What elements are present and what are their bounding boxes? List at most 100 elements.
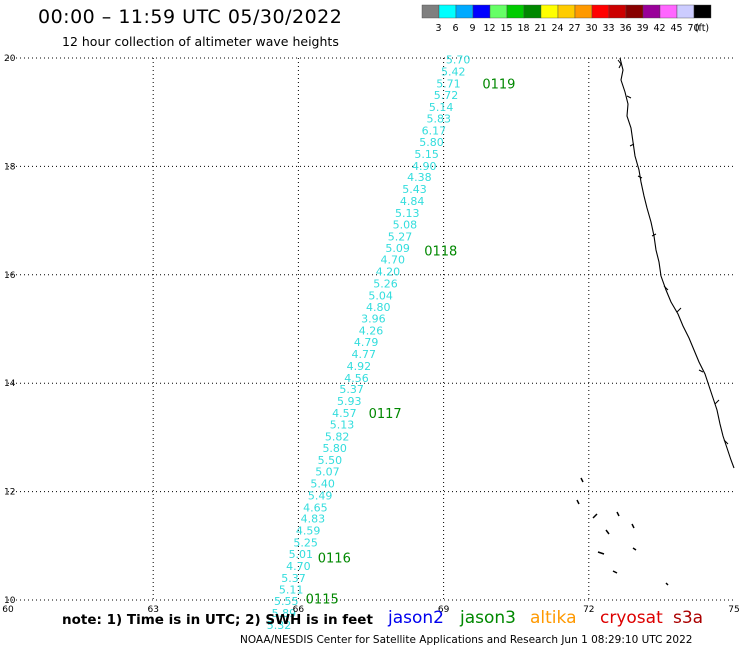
swh-value: 5.37 <box>339 383 364 396</box>
swh-value: 5.50 <box>318 454 343 467</box>
swh-value: 5.40 <box>310 477 335 490</box>
swh-value: 4.84 <box>400 195 425 208</box>
swh-value: 5.32 <box>267 619 292 632</box>
legend-label: 24 <box>551 23 563 34</box>
swh-value: 5.83 <box>427 113 452 126</box>
swh-value: 5.37 <box>281 572 306 585</box>
swh-value: 5.01 <box>289 548 314 561</box>
swh-value: 5.49 <box>308 489 333 502</box>
legend-label: 9 <box>469 23 475 34</box>
swh-value: 5.42 <box>441 66 466 79</box>
credit-line: NOAA/NESDIS Center for Satellite Applica… <box>240 634 693 646</box>
swh-value: 5.25 <box>293 537 318 550</box>
swh-value: 4.20 <box>376 266 401 279</box>
legend-label: 15 <box>500 23 512 34</box>
swh-value: 5.15 <box>414 148 439 161</box>
swh-value: 5.13 <box>330 418 355 431</box>
island <box>616 511 620 517</box>
swh-points: 5.705.425.715.725.145.836.175.805.154.90… <box>267 54 471 632</box>
swh-value: 5.80 <box>322 442 347 455</box>
swh-value: 6.17 <box>422 125 447 138</box>
legend-label: 42 <box>653 23 665 34</box>
track-label: 0119 <box>482 77 515 92</box>
swh-value: 5.82 <box>325 430 350 443</box>
legend-label: 3 <box>435 23 441 34</box>
island <box>605 529 610 535</box>
swh-value: 4.70 <box>286 560 311 573</box>
y-tick-label: 10 <box>4 596 16 606</box>
swh-value: 5.13 <box>395 207 420 220</box>
legend-label: 45 <box>670 23 682 34</box>
track-labels: 0119 0118 0117 0116 0115 <box>306 77 516 607</box>
x-tick-label: 66 <box>293 605 305 615</box>
x-tick-label: 72 <box>583 605 594 615</box>
india-west-coastline <box>619 57 735 469</box>
color-legend: 3 6 9 12 15 18 21 24 27 30 33 36 39 42 45 70(ft) <box>421 4 712 34</box>
legend-label: 30 <box>585 23 597 34</box>
swh-value: 4.90 <box>412 160 437 173</box>
track-label: 0116 <box>318 552 351 567</box>
satellite-altika: altika <box>530 608 577 628</box>
lakshadweep-islands <box>576 477 669 586</box>
page-subtitle: 12 hour collection of altimeter wave hei… <box>62 34 339 49</box>
legend-swatch <box>693 4 712 19</box>
swh-value: 4.70 <box>381 254 406 267</box>
axis-tick-labels: 60 63 66 69 72 75 10 12 14 16 18 20 <box>2 54 739 615</box>
swh-value: 4.80 <box>366 301 391 314</box>
island <box>632 547 637 551</box>
island <box>631 523 635 529</box>
swh-value: 5.04 <box>368 289 393 302</box>
swh-value: 5.89 <box>272 607 297 620</box>
island <box>612 570 618 574</box>
y-tick-label: 20 <box>4 54 16 64</box>
satellite-cryosat: cryosat <box>600 608 663 628</box>
legend-label: 39 <box>636 23 648 34</box>
swh-value: 5.71 <box>436 77 461 90</box>
swh-value: 5.80 <box>419 136 444 149</box>
satellite-jason2: jason2 <box>388 608 444 628</box>
legend-label: 36 <box>619 23 631 34</box>
swh-value: 5.09 <box>385 242 410 255</box>
island <box>592 513 598 519</box>
swh-value: 5.08 <box>393 218 418 231</box>
legend-label: 27 <box>568 23 580 34</box>
note-text: note: 1) Time is in UTC; 2) SWH is in fe… <box>62 612 373 628</box>
swh-value: 5.26 <box>373 277 398 290</box>
legend-label: 12 <box>483 23 495 34</box>
satellite-jason3: jason3 <box>460 608 516 628</box>
swh-value: 4.59 <box>296 525 321 538</box>
swh-value: 4.38 <box>407 171 432 184</box>
swh-value: 5.07 <box>315 466 340 479</box>
swh-value: 4.77 <box>351 348 376 361</box>
coastline <box>617 57 735 469</box>
y-tick-label: 18 <box>4 162 16 172</box>
swh-value: 5.70 <box>446 54 471 67</box>
satellite-s3a: s3a <box>673 608 704 628</box>
page-title: 00:00 – 11:59 UTC 05/30/2022 <box>38 6 343 28</box>
x-tick-label: 63 <box>147 605 158 615</box>
x-tick-label: 75 <box>728 605 739 615</box>
swh-value: 5.11 <box>279 584 304 597</box>
legend-label: 33 <box>602 23 614 34</box>
swh-value: 5.14 <box>429 101 454 114</box>
legend-label: 21 <box>534 23 546 34</box>
swh-value: 5.43 <box>402 183 427 196</box>
swh-value: 4.26 <box>359 325 384 338</box>
y-tick-label: 12 <box>4 488 15 498</box>
track-label: 0118 <box>424 244 457 259</box>
swh-value: 4.56 <box>344 372 369 385</box>
swh-value: 5.72 <box>434 89 459 102</box>
legend-label: 70 <box>687 23 699 34</box>
swh-value: 4.65 <box>303 501 328 514</box>
coast-jag-1 <box>617 59 729 445</box>
y-tick-label: 14 <box>4 379 16 389</box>
swh-value: 4.83 <box>301 513 326 526</box>
legend-unit: (ft) <box>695 23 709 34</box>
swh-value: 3.96 <box>361 313 386 326</box>
swh-value: 4.79 <box>354 336 379 349</box>
swh-value: 5.55 <box>274 595 299 608</box>
swh-value: 4.92 <box>347 360 372 373</box>
swh-value: 4.57 <box>332 407 357 420</box>
